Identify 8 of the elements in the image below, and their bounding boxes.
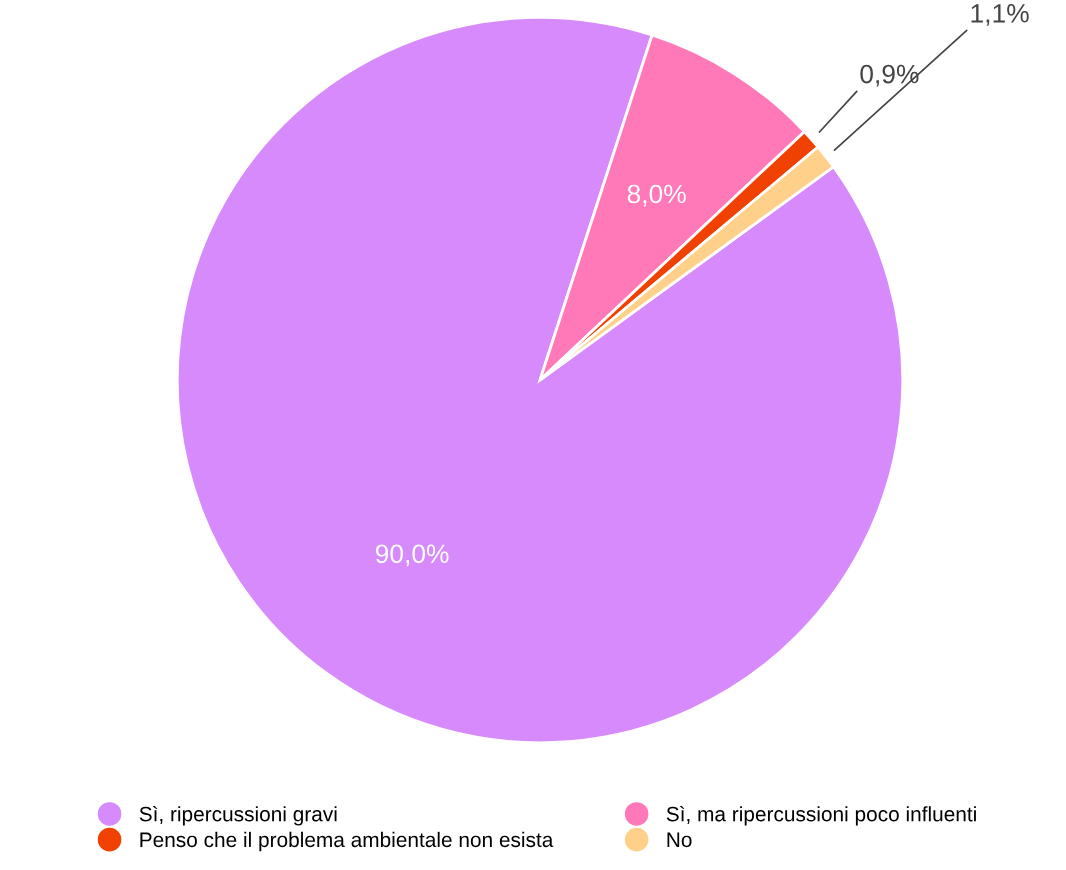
legend-label: Penso che il problema ambientale non esista (140, 831, 554, 852)
data-label: 1,1% (971, 4, 1029, 26)
data-label: 90,0% (375, 544, 449, 567)
legend-label: Sì, ma ripercussioni poco influenti (666, 805, 976, 826)
legend-label: No (667, 832, 692, 848)
data-label: 0,9% (860, 64, 919, 87)
data-label: 8,0% (627, 184, 686, 207)
legend-label: Sì, ripercussioni gravi (139, 805, 337, 826)
